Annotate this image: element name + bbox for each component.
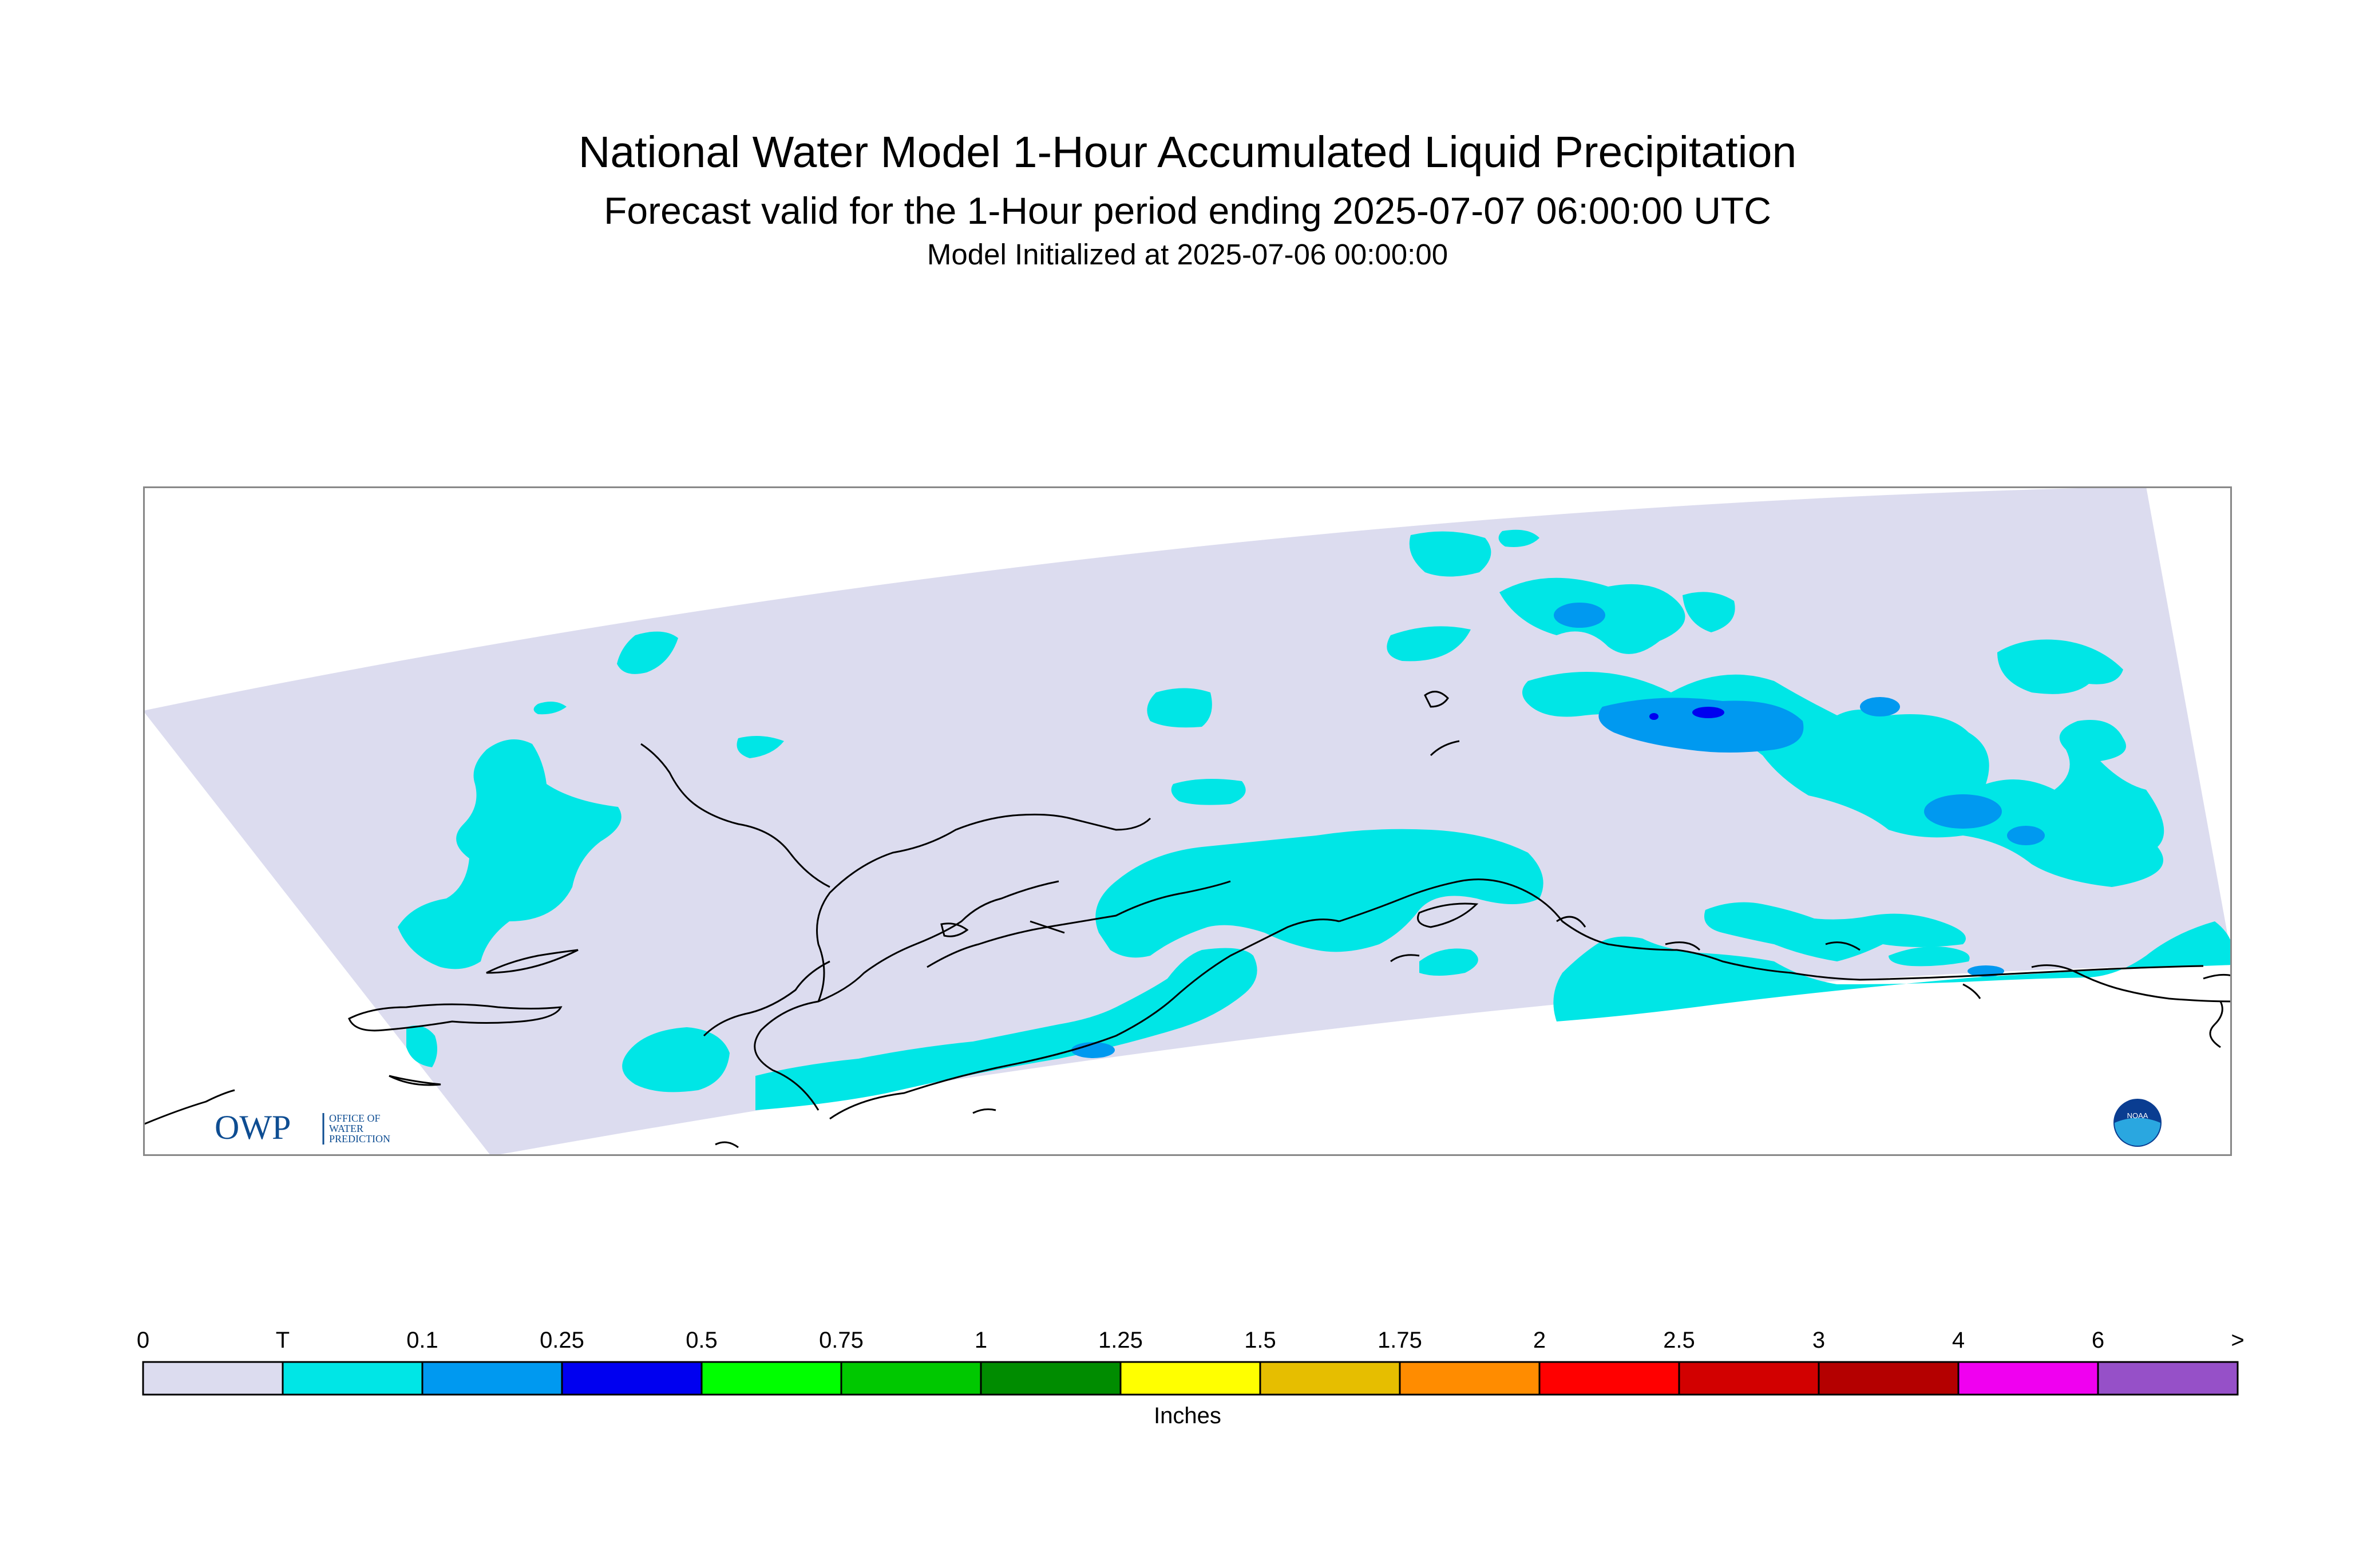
legend-label: 0.1 xyxy=(406,1328,438,1353)
legend-swatch xyxy=(1957,1361,2099,1396)
legend-label: 0.5 xyxy=(686,1328,718,1353)
legend-swatch xyxy=(1818,1361,1960,1396)
blue-precip-cores xyxy=(1649,707,1724,720)
owp-logo: OWP OFFICE OF WATER PREDICTION xyxy=(215,1108,390,1146)
legend-label: 1.5 xyxy=(1244,1328,1276,1353)
light-blue-precip-regions xyxy=(1071,603,2045,1058)
map-frame xyxy=(143,486,2232,1156)
owp-logo-sub2: WATER xyxy=(329,1123,363,1134)
legend-swatch xyxy=(840,1361,982,1396)
map-subtitle: Forecast valid for the 1-Hour period end… xyxy=(604,189,1771,232)
legend-label: 0.75 xyxy=(819,1328,864,1353)
legend-label: 4 xyxy=(1952,1328,1965,1353)
legend-swatch xyxy=(980,1361,1122,1396)
legend-units: Inches xyxy=(1154,1403,1221,1428)
legend-swatch xyxy=(1119,1361,1261,1396)
owp-logo-sub1: OFFICE OF xyxy=(329,1112,381,1124)
legend-label: 2 xyxy=(1533,1328,1546,1353)
legend-label: 2.5 xyxy=(1663,1328,1695,1353)
map-title: National Water Model 1-Hour Accumulated … xyxy=(578,128,1797,177)
owp-logo-text: OWP xyxy=(215,1108,291,1146)
legend-label: 0.25 xyxy=(540,1328,584,1353)
noaa-logo: NOAA xyxy=(2113,1099,2162,1147)
owp-logo-sub3: PREDICTION xyxy=(329,1133,390,1145)
legend-swatch xyxy=(421,1361,563,1396)
legend-label: 3 xyxy=(1812,1328,1825,1353)
legend-swatch xyxy=(1678,1361,1820,1396)
model-init-time: Model Initialized at 2025-07-06 00:00:00 xyxy=(927,238,1448,271)
legend-label: 1.25 xyxy=(1098,1328,1143,1353)
legend-swatch xyxy=(2097,1361,2239,1396)
legend-swatch xyxy=(1538,1361,1680,1396)
legend-swatch xyxy=(1259,1361,1401,1396)
legend-label: T xyxy=(276,1328,290,1353)
legend-swatch xyxy=(1399,1361,1541,1396)
noaa-logo-text: NOAA xyxy=(2127,1111,2148,1120)
legend-label: > xyxy=(2231,1328,2244,1353)
legend-swatch xyxy=(282,1361,423,1396)
precipitation-legend: 0 T 0.1 0.25 0.5 0.75 1 1.25 1.5 1.75 2 2.5 3 4 6 > xyxy=(137,1328,2245,1396)
legend-label: 1 xyxy=(975,1328,987,1353)
legend-label: 1.75 xyxy=(1378,1328,1422,1353)
legend-label: 6 xyxy=(2092,1328,2104,1353)
legend-swatch xyxy=(561,1361,703,1396)
coastlines xyxy=(143,691,2232,1149)
legend-swatch xyxy=(142,1361,284,1396)
legend-swatch xyxy=(700,1361,842,1396)
precipitation-map: OWP OFFICE OF WATER PREDICTION NOAA xyxy=(143,486,2232,1156)
legend-label: 0 xyxy=(137,1328,149,1353)
